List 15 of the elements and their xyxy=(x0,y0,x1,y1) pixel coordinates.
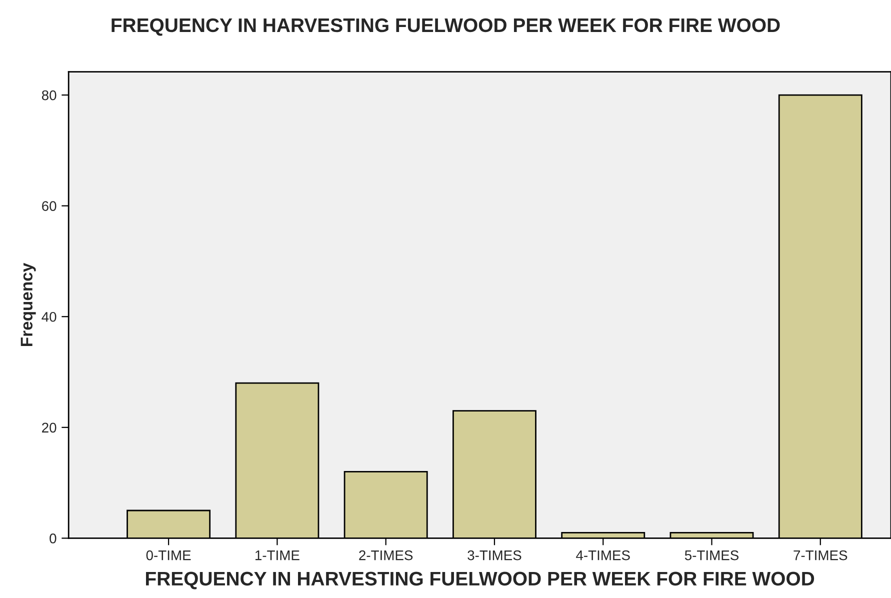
y-tick-label: 20 xyxy=(42,422,56,433)
x-tick-label: 3-TIMES xyxy=(468,550,522,560)
y-tick-label: 0 xyxy=(50,534,56,544)
x-tick-label: 1-TIME xyxy=(255,550,300,560)
x-tick-label: 0-TIME xyxy=(146,550,191,560)
y-tick-label: 60 xyxy=(42,201,56,211)
y-tick-label: 40 xyxy=(42,312,56,322)
y-tick-label: 80 xyxy=(42,90,56,100)
x-axis-title: FREQUENCY IN HARVESTING FUELWOOD PER WEEK FOR FIRE WOOD xyxy=(146,572,814,590)
chart-title: FREQUENCY IN HARVESTING FUELWOOD PER WEEK FOR FIRE WOOD xyxy=(112,18,780,36)
x-tick-label: 4-TIMES xyxy=(576,550,630,560)
x-tick-label: 5-TIMES xyxy=(684,550,739,560)
x-tick-label: 2-TIMES xyxy=(359,550,413,560)
y-axis-title: Frequency xyxy=(20,262,36,346)
x-tick-label: 7-TIMES xyxy=(794,550,848,560)
